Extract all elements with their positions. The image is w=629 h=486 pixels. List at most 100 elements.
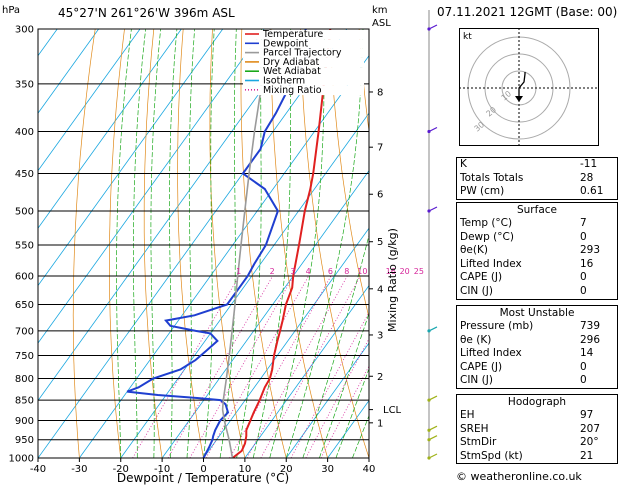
hpa-label: hPa — [2, 5, 20, 16]
mixing-ratio-line — [290, 311, 369, 458]
wet-adiabat-line — [285, 29, 364, 458]
row-label: θe (K) — [460, 333, 492, 346]
km-tick-label: 4 — [377, 284, 383, 295]
row-value: 20° — [580, 436, 599, 449]
wet-adiabat-line — [169, 29, 178, 458]
legend-bg — [243, 85, 364, 96]
row-label: StmDir — [460, 436, 497, 449]
row-value: 0 — [580, 271, 587, 284]
isotherm-line — [0, 29, 16, 458]
table-row: Lifted Index 16 — [457, 258, 617, 272]
isotherm-line — [38, 29, 348, 458]
x-axis-label: Dewpoint / Temperature (°C) — [117, 471, 289, 485]
asl-label: ASL — [372, 18, 391, 29]
mixing-ratio-line — [189, 275, 294, 458]
pressure-tick-label: 300 — [15, 25, 34, 36]
wet-adiabat-line — [318, 312, 369, 458]
mixing-ratio-label: 3 — [290, 267, 295, 276]
x-tick-label: -40 — [30, 464, 46, 475]
temperature-tick-labels: -40 -30 -20 -10 0 10 20 30 40 — [30, 458, 376, 475]
pressure-tick-label: 350 — [15, 79, 34, 90]
pressure-tick-label: 750 — [15, 351, 34, 362]
mixing-ratio-line — [205, 275, 309, 458]
table-row: Pressure (mb) 739 — [457, 320, 617, 334]
indices-rows: K -11 Totals Totals 28 PW (cm) 0.61 — [457, 158, 617, 199]
isotherm-line — [38, 29, 182, 229]
table-row: StmDir 20° — [457, 436, 617, 450]
row-label: θe(K) — [460, 244, 488, 257]
km-label: km — [372, 5, 388, 16]
hodograph-rows: EH 97 SREH 207 StmDir 20° StmSpd (kt) 21 — [457, 409, 617, 463]
row-value: 0 — [580, 230, 587, 243]
pressure-tick-label: 650 — [15, 300, 34, 311]
table-row: StmSpd (kt) 21 — [457, 450, 617, 464]
table-row: Totals Totals 28 — [457, 172, 617, 186]
surface-title: Surface — [516, 204, 557, 216]
isotherm-line — [285, 342, 369, 458]
row-value: 207 — [580, 422, 601, 435]
mixing-ratio-labels: 1 2 3 4 6 8 10 16 20 25 — [236, 267, 424, 276]
table-row: CAPE (J) 0 — [457, 361, 617, 375]
pressure-tick-label: 950 — [15, 435, 34, 446]
row-value: 97 — [580, 409, 594, 421]
legend-entry: Dry Adiabat — [263, 57, 320, 68]
dry-adiabat-line — [358, 29, 369, 134]
mixing-ratio-label: 2 — [270, 267, 275, 276]
skewt-chart: 3003504004505005506006507007508008509009… — [0, 5, 438, 485]
isotherm-line — [244, 284, 369, 458]
pressure-tick-label: 400 — [15, 127, 34, 138]
wet-adiabat-line — [186, 29, 195, 458]
table-row: PW (cm) 0.61 — [457, 185, 617, 199]
legend-bg — [243, 67, 364, 77]
table-row: CIN (J) 0 — [457, 374, 617, 388]
legend-entry: Isotherm — [263, 76, 305, 87]
table-row: K -11 — [457, 158, 617, 172]
row-label: StmSpd (kt) — [460, 449, 523, 462]
wet-adiabat-line — [133, 29, 146, 458]
row-label: CIN (J) — [460, 374, 493, 387]
legend-bg — [243, 48, 364, 58]
pressure-tick-label: 900 — [15, 416, 34, 427]
pressure-tick-label: 450 — [15, 169, 34, 180]
x-tick-label: 40 — [363, 464, 376, 475]
row-label: Pressure (mb) — [460, 320, 534, 332]
mixing-ratio-label: 6 — [328, 267, 333, 276]
row-value: 0.61 — [580, 185, 604, 198]
mixing-ratio-label: 25 — [414, 267, 424, 276]
wet-adiabat-line — [352, 414, 369, 458]
km-tick-label: 2 — [377, 372, 383, 383]
row-value: 293 — [580, 244, 601, 257]
parcel-trajectory-line — [221, 29, 272, 458]
wet-adiabat-line — [203, 29, 215, 458]
x-tick-label: -10 — [154, 464, 170, 475]
legend-bg — [243, 76, 364, 86]
km-tick-label: 3 — [377, 330, 383, 341]
mixing-ratio-label: 1 — [236, 267, 241, 276]
unstable-rows: Pressure (mb) 739 θe (K) 296 Lifted Index 14 C… — [457, 320, 617, 388]
hodograph-title: Hodograph — [507, 396, 567, 408]
mixing-ratio-label: 16 — [386, 267, 396, 276]
mixing-ratio-axis-label: Mixing Ratio (g/kg) — [386, 228, 399, 332]
hodograph-kt-label: kt — [463, 32, 472, 42]
legend-entry: Dewpoint — [263, 38, 308, 49]
row-label: EH — [460, 409, 475, 421]
legend-bg — [243, 30, 364, 40]
temperature-line — [231, 29, 332, 458]
row-value: 28 — [580, 171, 594, 184]
legend-entry: Wet Adiabat — [263, 66, 321, 77]
table-row: Dewp (°C) 0 — [457, 231, 617, 245]
mixing-ratio-label: 10 — [357, 267, 367, 276]
isotherm-line — [161, 169, 369, 458]
row-value: -11 — [580, 158, 598, 170]
wind-barb — [428, 395, 438, 401]
x-tick-label: -30 — [71, 464, 87, 475]
table-row: Temp (°C) 7 — [457, 217, 617, 231]
km-tick-label: 5 — [377, 237, 383, 248]
legend-bg — [243, 39, 364, 49]
table-row: CAPE (J) 0 — [457, 271, 617, 285]
km-tick-label: 8 — [377, 87, 383, 98]
surface-rows: Temp (°C) 7 Dewp (°C) 0 θe(K) 293 Lifted Index… — [457, 217, 617, 299]
legend-bg — [243, 57, 364, 68]
